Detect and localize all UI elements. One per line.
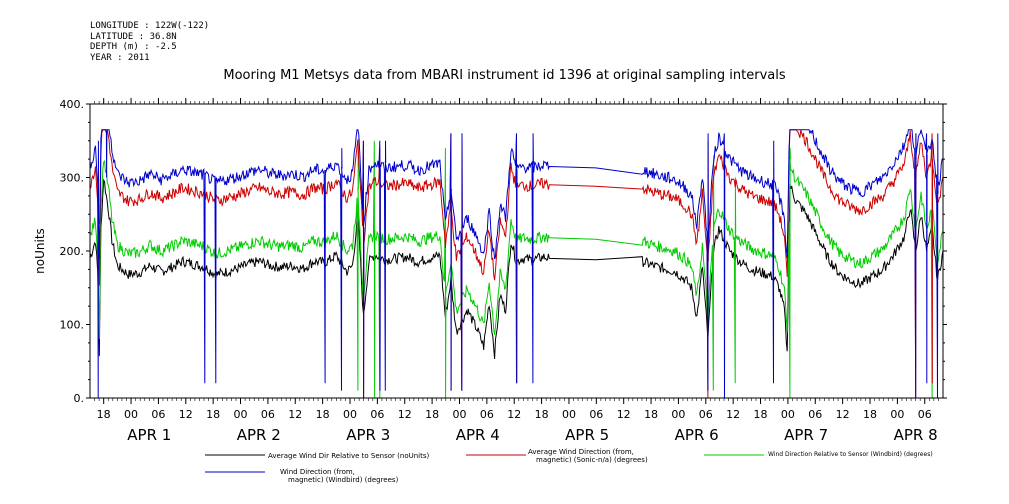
- x-tick-label: 00: [452, 408, 466, 421]
- series-avg-wind-direction-sonic: [89, 129, 944, 399]
- x-tick-label: 06: [699, 408, 713, 421]
- day-label: APR 3: [346, 426, 390, 444]
- x-tick-label: 00: [890, 408, 904, 421]
- x-tick-label: 12: [507, 408, 521, 421]
- x-tick-label: 00: [781, 408, 795, 421]
- x-tick-label: 18: [644, 408, 658, 421]
- y-tick-label: 100.: [60, 319, 85, 332]
- x-tick-label: 18: [316, 408, 330, 421]
- legend-label: Average Wind Direction (from,: [528, 448, 634, 456]
- legend-label: Wind Direction Relative to Sensor (Windb…: [768, 451, 933, 458]
- x-tick-label: 06: [151, 408, 165, 421]
- day-label: APR 1: [127, 426, 171, 444]
- series-wind-dir-relative-windbird: [89, 140, 944, 399]
- x-tick-label: 06: [918, 408, 932, 421]
- x-tick-label: 18: [863, 408, 877, 421]
- x-tick-label: 00: [562, 408, 576, 421]
- x-tick-label: 18: [206, 408, 220, 421]
- x-tick-label: 12: [398, 408, 412, 421]
- metadata-block: LONGITUDE : 122W(-122) LATITUDE : 36.8N …: [90, 21, 209, 63]
- day-label: APR 8: [894, 426, 938, 444]
- y-tick-label: 0.: [74, 392, 85, 405]
- x-tick-label: 12: [617, 408, 631, 421]
- legend-label: magnetic) (Sonic-n/a) (degrees): [536, 456, 648, 464]
- latitude-text: LATITUDE : 36.8N: [90, 31, 177, 42]
- x-tick-label: 00: [671, 408, 685, 421]
- chart-title: Mooring M1 Metsys data from MBARI instru…: [223, 68, 786, 83]
- year-text: YEAR : 2011: [90, 52, 150, 63]
- x-tick-label: 06: [370, 408, 384, 421]
- legend-label: Average Wind Dir Relative to Sensor (noU…: [268, 452, 430, 460]
- legend-item-wind-direction-windbird: Wind Direction (from, magnetic) (Windbir…: [280, 468, 398, 484]
- legend-label: magnetic) (Windbird) (degrees): [288, 476, 399, 484]
- day-label: APR 4: [456, 426, 500, 444]
- series-wind-dir-relative-sensor: [89, 178, 944, 360]
- x-tick-label: 00: [234, 408, 248, 421]
- day-label: APR 7: [784, 426, 828, 444]
- x-tick-label: 12: [836, 408, 850, 421]
- y-tick-label: 300.: [60, 172, 85, 185]
- y-axis-label: noUnits: [33, 228, 47, 274]
- x-tick-label: 12: [726, 408, 740, 421]
- day-label: APR 2: [237, 426, 281, 444]
- x-tick-label: 12: [179, 408, 193, 421]
- x-tick-label: 18: [97, 408, 111, 421]
- x-tick-label: 06: [261, 408, 275, 421]
- legend-label: Wind Direction (from,: [280, 468, 355, 476]
- x-tick-label: 00: [343, 408, 357, 421]
- x-tick-label: 12: [288, 408, 302, 421]
- x-tick-label: 00: [124, 408, 138, 421]
- y-tick-label: 200.: [60, 245, 85, 258]
- x-tick-label: 06: [808, 408, 822, 421]
- y-tick-label: 400.: [60, 98, 85, 111]
- legend-item-wind-dir-relative-windbird: Wind Direction Relative to Sensor (Windb…: [768, 451, 933, 459]
- longitude-text: LONGITUDE : 122W(-122): [90, 21, 210, 31]
- day-label: APR 5: [565, 426, 609, 444]
- x-tick-label: 06: [480, 408, 494, 421]
- series-wind-direction-windbird: [89, 129, 943, 399]
- x-tick-label: 18: [535, 408, 549, 421]
- x-tick-label: 18: [425, 408, 439, 421]
- legend-item-avg-wind-dir-relative: Average Wind Dir Relative to Sensor (noU…: [268, 452, 429, 460]
- legend-item-avg-wind-direction: Average Wind Direction (from, magnetic) …: [528, 448, 648, 464]
- day-label: APR 6: [675, 426, 719, 444]
- x-tick-label: 18: [754, 408, 768, 421]
- x-tick-label: 06: [589, 408, 603, 421]
- depth-text: DEPTH (m) : -2.5: [90, 42, 177, 52]
